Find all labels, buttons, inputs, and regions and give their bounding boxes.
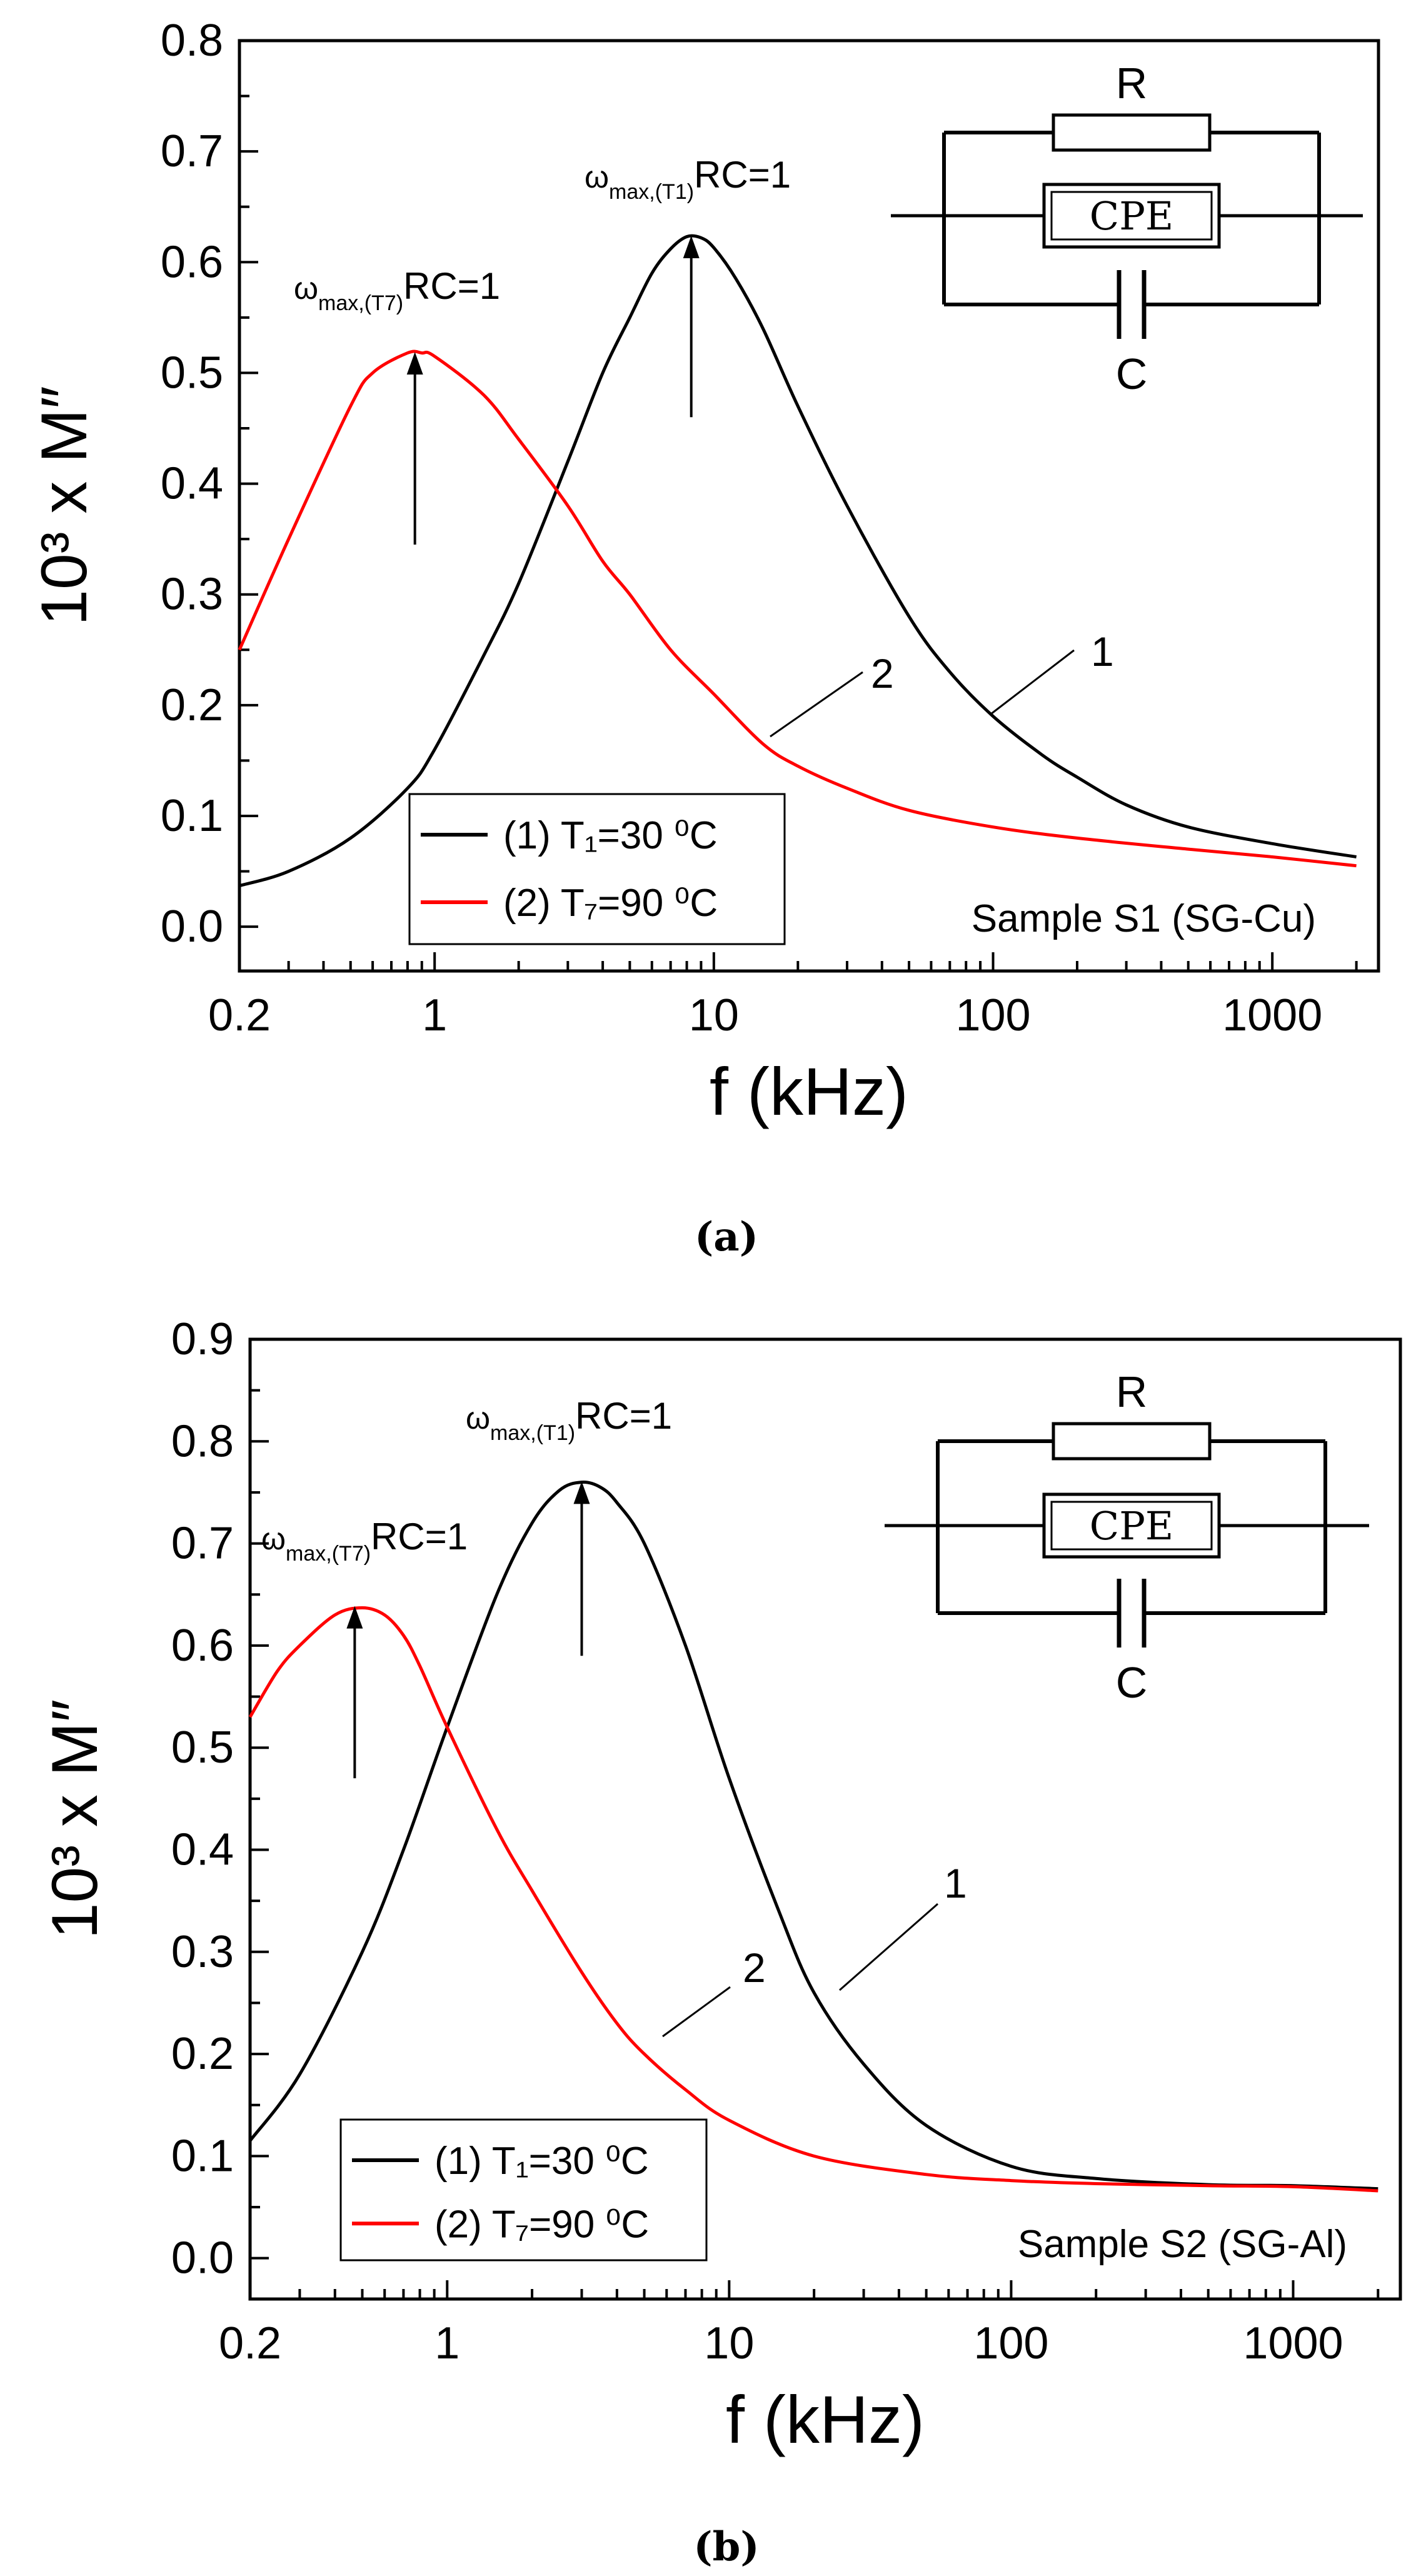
peak-arrow-head xyxy=(346,1606,363,1629)
y-tick-label: 0.9 xyxy=(171,1314,234,1364)
peak-annotation: ωmax,(T1)RC=1 xyxy=(466,1395,672,1445)
y-tick-label: 0.2 xyxy=(161,680,223,730)
y-tick-label: 0.5 xyxy=(161,348,223,398)
omega-tail: RC=1 xyxy=(575,1395,672,1437)
plot-frame xyxy=(248,1337,1402,2301)
panel-caption: (b) xyxy=(693,2523,759,2570)
plot-frame xyxy=(238,39,1380,973)
cpe-box-inner xyxy=(1050,1501,1213,1551)
cpe-label: CPE xyxy=(1090,1503,1173,1549)
omega-symbol: ω xyxy=(261,1521,286,1556)
capacitor-label: C xyxy=(1116,350,1148,398)
curve-label-1: 1 xyxy=(1091,628,1114,675)
y-tick-label: 0.0 xyxy=(161,902,223,952)
peak-arrow-head xyxy=(406,352,423,375)
y-tick-label: 0.0 xyxy=(171,2233,234,2283)
omega-symbol: ω xyxy=(585,159,609,194)
y-tick-label: 0.2 xyxy=(171,2029,234,2079)
curve-label-2: 2 xyxy=(871,650,894,697)
peak-annotation: ωmax,(T7)RC=1 xyxy=(294,265,500,315)
capacitor-label: C xyxy=(1116,1658,1148,1707)
omega-symbol: ω xyxy=(466,1401,490,1436)
sample-label: Sample S2 (SG-Al) xyxy=(1018,2223,1347,2266)
resistor-symbol xyxy=(1052,113,1212,152)
legend-entry-2: (2) T₇=90 ⁰C xyxy=(503,882,718,925)
omega-tail: RC=1 xyxy=(371,1516,468,1557)
omega-subscript: max,(T1) xyxy=(609,180,694,204)
series-line-1 xyxy=(248,1480,1378,2191)
x-tick-label: 10 xyxy=(704,2318,754,2368)
curve-leader-line xyxy=(839,1903,938,1991)
y-tick-label: 0.7 xyxy=(161,126,223,176)
series-line-2 xyxy=(248,1606,1378,2193)
resistor-symbol xyxy=(1052,1422,1212,1461)
chart-panel-a: 0.2 1 10 100 1000 0.0 0.1 0.2 0.3 0.4 0.5 0.6 0.7 0.8… xyxy=(28,16,1380,1260)
y-tick-label: 0.4 xyxy=(161,459,223,509)
legend-entry-1: (1) T₁=30 ⁰C xyxy=(434,2140,649,2183)
legend-box xyxy=(339,2118,708,2262)
omega-subscript: max,(T7) xyxy=(286,1542,371,1566)
legend-entry-1: (1) T₁=30 ⁰C xyxy=(503,814,718,857)
y-axis-label: 10³ x M″ xyxy=(39,1699,111,1940)
series-line-1 xyxy=(239,234,1357,888)
inset-circuit: R CPE C xyxy=(891,59,1363,398)
chart-panel-b: 0.2 1 10 100 1000 0.0 0.1 0.2 0.3 0.4 0.5 0.6 0.7 0.8… xyxy=(39,1314,1402,2570)
y-tick-label: 0.3 xyxy=(161,570,223,620)
panel-caption: (a) xyxy=(695,1214,758,1260)
legend-entry-2: (2) T₇=90 ⁰C xyxy=(434,2203,649,2246)
cpe-box-inner xyxy=(1050,191,1213,241)
y-tick-label: 0.4 xyxy=(171,1824,234,1874)
omega-tail: RC=1 xyxy=(403,265,500,307)
curve-leader-line xyxy=(770,671,863,738)
y-tick-label: 0.1 xyxy=(171,2131,234,2181)
y-tick-label: 0.8 xyxy=(161,16,223,66)
omega-subscript: max,(T7) xyxy=(318,291,403,315)
y-tick-label: 0.6 xyxy=(161,237,223,287)
series-line-2 xyxy=(238,350,1357,868)
y-tick-label: 0.7 xyxy=(171,1519,234,1569)
cpe-label: CPE xyxy=(1090,193,1173,239)
y-tick-label: 0.1 xyxy=(161,791,223,841)
y-axis-label: 10³ x M″ xyxy=(28,386,101,626)
curve-label-2: 2 xyxy=(743,1945,766,1991)
y-tick-label: 0.5 xyxy=(171,1723,234,1773)
peak-arrow-head xyxy=(573,1481,590,1504)
x-tick-label: 100 xyxy=(955,990,1030,1040)
x-tick-label: 1000 xyxy=(1243,2318,1343,2368)
x-axis-label: f (kHz) xyxy=(726,2382,925,2457)
x-tick-label: 1000 xyxy=(1222,990,1322,1040)
y-tick-label: 0.3 xyxy=(171,1927,234,1977)
y-tick-label: 0.6 xyxy=(171,1621,234,1671)
omega-subscript: max,(T1) xyxy=(490,1421,575,1445)
x-tick-label: 10 xyxy=(689,990,739,1040)
x-axis-label: f (kHz) xyxy=(710,1054,908,1129)
omega-symbol: ω xyxy=(294,271,318,306)
y-tick-label: 0.8 xyxy=(171,1416,234,1466)
curve-label-1: 1 xyxy=(944,1860,967,1906)
peak-annotation: ωmax,(T7)RC=1 xyxy=(261,1516,468,1566)
peak-arrow-head xyxy=(683,236,700,258)
x-tick-label: 100 xyxy=(973,2318,1048,2368)
peak-annotation: ωmax,(T1)RC=1 xyxy=(585,154,791,204)
legend-box xyxy=(408,793,786,945)
resistor-label: R xyxy=(1116,59,1148,108)
x-tick-label: 1 xyxy=(434,2318,459,2368)
x-tick-label: 0.2 xyxy=(219,2318,281,2368)
sample-label: Sample S1 (SG-Cu) xyxy=(972,897,1316,940)
inset-circuit: R CPE C xyxy=(885,1367,1369,1707)
x-tick-label: 1 xyxy=(422,990,447,1040)
curve-leader-line xyxy=(662,1986,731,2038)
omega-tail: RC=1 xyxy=(694,154,791,196)
curve-leader-line xyxy=(990,649,1075,715)
resistor-label: R xyxy=(1116,1367,1148,1416)
x-tick-label: 0.2 xyxy=(208,990,271,1040)
